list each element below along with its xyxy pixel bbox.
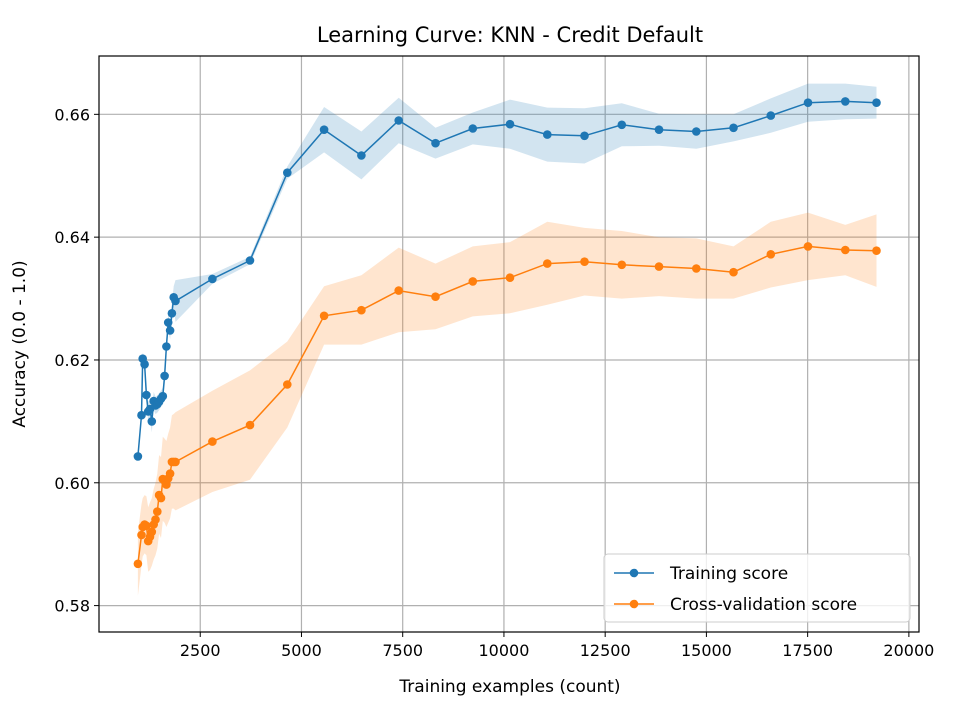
grid-lines: [99, 56, 919, 632]
x-tick-label: 17500: [782, 641, 833, 660]
series-0-point: [162, 342, 171, 351]
series-0-point: [160, 371, 169, 381]
series-0-point: [803, 98, 813, 107]
y-axis-label: Accuracy (0.0 - 1.0): [10, 260, 30, 427]
series-1-point: [692, 264, 701, 273]
series-1-point: [171, 457, 180, 467]
series-1-point: [468, 277, 478, 286]
series-1-point: [151, 515, 160, 524]
series-0-point: [766, 111, 776, 120]
series-0-point: [283, 168, 292, 177]
x-tick-label: 20000: [883, 641, 934, 660]
legend-label: Cross-validation score: [670, 595, 857, 615]
series-1-point: [357, 305, 366, 315]
series-1-point: [283, 380, 292, 389]
series-1-point: [505, 273, 515, 283]
series-0-point: [543, 130, 552, 139]
x-tick-label: 2500: [180, 641, 221, 660]
confidence-bands: [137, 83, 877, 596]
x-tick-label: 7500: [382, 641, 423, 660]
series-1-point: [872, 246, 881, 255]
series-0-point: [208, 274, 217, 284]
legend-label: Training score: [669, 564, 788, 584]
series-1-point: [208, 437, 217, 446]
series-0-point: [431, 138, 440, 148]
series-0-point: [147, 417, 157, 426]
series-0-point: [142, 390, 151, 400]
series-1-point: [431, 292, 440, 302]
series-0-point: [133, 452, 143, 461]
series-0-point: [165, 326, 175, 335]
series-0-point: [137, 410, 146, 420]
series-0-point: [357, 151, 366, 160]
series-1-point: [156, 493, 166, 503]
series-0-point: [505, 119, 515, 129]
series-0-point: [729, 123, 738, 133]
series-1-point: [729, 267, 738, 277]
series-1-point: [654, 262, 664, 271]
series-0-point: [394, 116, 404, 125]
series-0-point: [580, 131, 589, 141]
series-1-band: [137, 212, 877, 596]
axis-ticks: 2500 5000 7500 10000 12500 15000 17500 20000 0.5…: [54, 105, 934, 660]
y-tick-label: 0.60: [54, 474, 90, 493]
series-1-point: [142, 521, 151, 531]
series-0-point: [158, 391, 168, 401]
plot-frame: [98, 55, 920, 633]
series-0-point: [245, 256, 255, 265]
series-0-point: [872, 98, 881, 107]
series-1-point: [165, 469, 175, 478]
x-tick-label: 12500: [580, 641, 631, 660]
legend-marker: [629, 568, 639, 578]
y-tick-label: 0.58: [54, 597, 90, 616]
x-tick-label: 5000: [281, 641, 322, 660]
series-0-point: [468, 124, 478, 133]
series-1-point: [580, 257, 589, 267]
y-tick-label: 0.64: [54, 228, 90, 247]
series-1-point: [803, 242, 813, 251]
series-1-point: [133, 559, 143, 569]
series-1-point: [147, 527, 157, 537]
series-0-band: [137, 83, 877, 461]
series-points: [133, 97, 881, 569]
legend-frame: [603, 553, 911, 623]
series-1-point: [245, 420, 255, 430]
y-tick-label: 0.62: [54, 351, 90, 370]
legend: Training score Cross-validation score: [603, 553, 911, 623]
chart-title: Learning Curve: KNN - Credit Default: [317, 23, 703, 47]
series-0-point: [841, 97, 850, 106]
series-1-point: [617, 260, 627, 270]
series-0-point: [140, 360, 149, 369]
series-0-point: [617, 120, 627, 130]
series-1-point: [841, 245, 850, 255]
x-axis-label: Training examples (count): [398, 677, 620, 697]
series-1-point: [543, 259, 552, 268]
series-1-point: [137, 530, 146, 540]
series-1-point: [394, 286, 404, 295]
series-0-point: [654, 125, 664, 134]
x-tick-label: 10000: [478, 641, 529, 660]
series-1-point: [153, 507, 162, 516]
legend-marker: [629, 599, 639, 609]
series-1-point: [319, 311, 329, 321]
series-0-point: [171, 296, 180, 306]
x-tick-label: 15000: [681, 641, 732, 660]
y-tick-label: 0.66: [54, 105, 90, 124]
series-0-point: [319, 125, 329, 134]
series-0-point: [167, 309, 177, 318]
series-1-point: [766, 250, 776, 259]
series-0-point: [692, 127, 701, 136]
series-0-point: [163, 318, 173, 327]
